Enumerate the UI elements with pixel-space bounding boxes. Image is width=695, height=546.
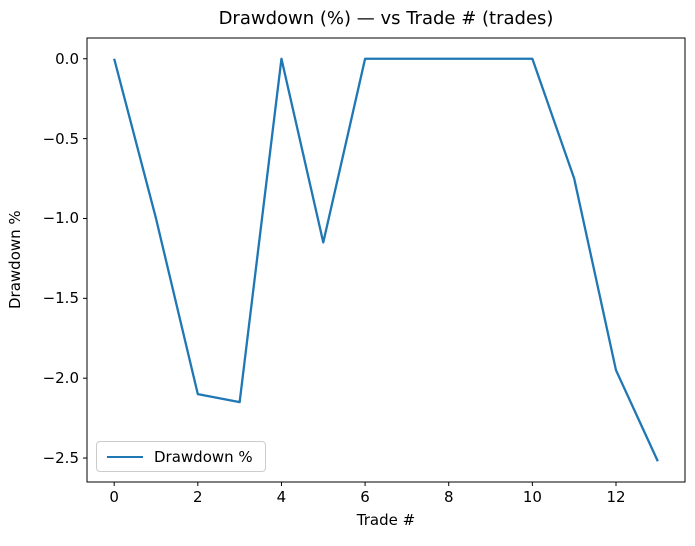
x-tick-label: 4 <box>276 488 287 506</box>
y-tick-label: −2.0 <box>42 369 79 388</box>
legend-label: Drawdown % <box>154 447 253 466</box>
x-tick-label: 0 <box>109 488 119 506</box>
data-line <box>113 57 659 462</box>
x-tick-label: 8 <box>443 488 454 506</box>
x-tick-label: 6 <box>360 488 370 506</box>
y-tick-label: −1.5 <box>42 289 79 308</box>
legend: Drawdown % <box>96 441 266 472</box>
axes-frame <box>86 37 686 483</box>
legend-line-sample <box>107 455 143 458</box>
y-tick-label: −1.0 <box>42 209 79 228</box>
x-axis-label: Trade # <box>356 511 416 529</box>
y-tick-label: −2.5 <box>42 449 79 468</box>
y-tick-label: 0.0 <box>55 49 79 68</box>
chart-title: Drawdown (%) — vs Trade # (trades) <box>218 8 554 29</box>
x-tick-label: 10 <box>522 488 542 506</box>
x-tick-label: 2 <box>193 488 203 506</box>
x-tick-label: 12 <box>606 488 626 506</box>
y-tick-label: −0.5 <box>42 129 79 148</box>
